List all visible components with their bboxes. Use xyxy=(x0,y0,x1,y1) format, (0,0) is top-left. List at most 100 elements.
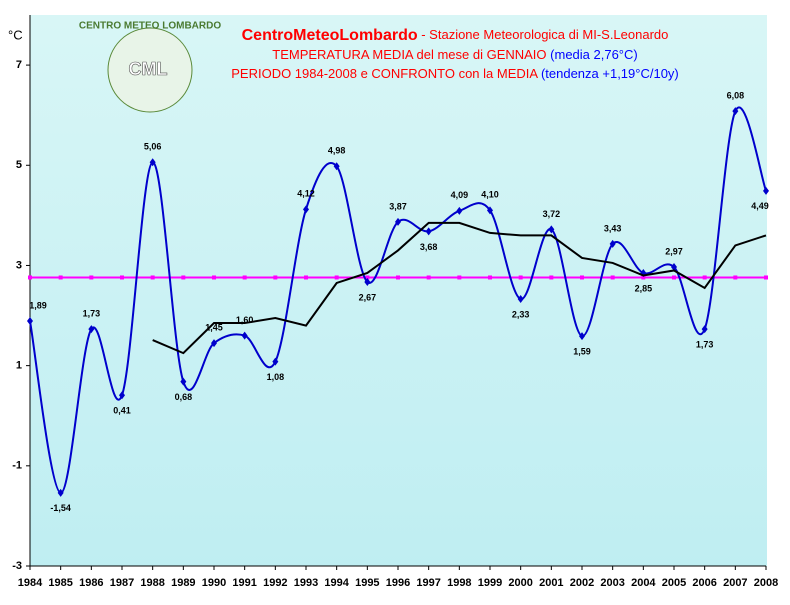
data-label: 3,72 xyxy=(543,209,561,219)
x-tick-label: 1992 xyxy=(263,577,287,589)
data-label: 0,68 xyxy=(175,392,193,402)
data-label: 3,43 xyxy=(604,223,622,233)
chart-title: CentroMeteoLombardo - Stazione Meteorolo… xyxy=(242,27,669,44)
x-tick-label: 2007 xyxy=(723,577,747,589)
data-label: 2,97 xyxy=(665,246,683,256)
data-label: 1,89 xyxy=(29,300,47,310)
x-tick-label: 2006 xyxy=(692,577,716,589)
point-marker xyxy=(487,206,493,215)
point-marker xyxy=(364,277,371,286)
mean-marker xyxy=(304,275,308,280)
mean-marker xyxy=(580,275,584,280)
y-tick-label: -1 xyxy=(12,460,22,472)
mean-marker xyxy=(334,275,339,280)
logo-circle xyxy=(107,27,193,113)
data-label: 1,60 xyxy=(236,315,254,325)
x-tick-label: 1990 xyxy=(202,577,226,589)
y-tick-label: 5 xyxy=(16,159,22,171)
x-tick-label: 1994 xyxy=(324,577,349,589)
data-label: 4,10 xyxy=(481,190,499,200)
title-station: - Stazione Meteorologica di MI-S.Leonard… xyxy=(418,27,669,42)
mean-marker xyxy=(28,275,32,280)
data-label: 1,59 xyxy=(573,346,591,356)
data-label: 1,45 xyxy=(205,322,223,332)
data-label: 6,08 xyxy=(727,91,745,101)
mean-marker xyxy=(518,275,523,280)
x-tick-label: 1987 xyxy=(110,577,134,589)
data-label: 1,73 xyxy=(83,308,101,318)
x-tick-label: 2003 xyxy=(600,577,624,589)
x-tick-label: 2000 xyxy=(508,577,532,589)
mean-marker xyxy=(396,275,400,280)
mean-marker xyxy=(242,275,247,280)
point-marker xyxy=(395,217,401,226)
data-label: 4,98 xyxy=(328,146,346,156)
x-tick-label: 2005 xyxy=(662,577,686,589)
subtitle-b: (media 2,76°C) xyxy=(550,47,638,62)
data-label: 0,41 xyxy=(113,406,131,416)
data-label: 2,85 xyxy=(635,283,653,293)
subtitle: TEMPERATURA MEDIA del mese di GENNAIO (m… xyxy=(272,47,637,62)
point-marker xyxy=(272,357,279,366)
mean-marker xyxy=(181,275,186,280)
x-tick-label: 2008 xyxy=(754,577,778,589)
x-tick-label: 1986 xyxy=(79,577,103,589)
data-label: 1,73 xyxy=(696,339,714,349)
mean-marker xyxy=(764,275,768,280)
data-label: 2,33 xyxy=(512,309,530,319)
point-marker xyxy=(303,205,309,214)
point-marker xyxy=(88,325,95,334)
x-tick-label: 1984 xyxy=(18,577,43,589)
point-marker xyxy=(548,225,555,234)
point-marker xyxy=(211,339,217,348)
x-tick-label: 1989 xyxy=(171,577,195,589)
data-label: 5,06 xyxy=(144,142,162,152)
mean-marker xyxy=(549,275,554,280)
x-tick-label: 1993 xyxy=(294,577,318,589)
mean-marker xyxy=(672,275,676,280)
x-tick-label: 2002 xyxy=(570,577,594,589)
point-marker xyxy=(456,206,463,215)
mean-marker xyxy=(89,275,94,280)
point-marker xyxy=(425,227,432,236)
point-marker xyxy=(763,186,769,195)
x-tick-label: 2004 xyxy=(631,577,656,589)
mean-marker xyxy=(457,275,462,280)
x-tick-label: 1996 xyxy=(386,577,410,589)
logo-initials: CML xyxy=(129,59,168,79)
subtitle-a: PERIODO 1984-2008 e CONFRONTO con la MED… xyxy=(231,66,541,81)
x-tick-label: 2001 xyxy=(539,577,563,589)
data-label: -1,54 xyxy=(50,503,71,513)
point-marker xyxy=(333,162,340,171)
x-tick-label: 1991 xyxy=(232,577,256,589)
point-marker xyxy=(517,295,524,304)
mean-marker xyxy=(273,275,278,280)
data-label: 4,49 xyxy=(751,201,769,211)
x-tick-label: 1985 xyxy=(48,577,72,589)
mean-marker xyxy=(610,275,615,280)
x-tick-label: 1998 xyxy=(447,577,471,589)
y-tick-label: 7 xyxy=(16,59,22,71)
y-tick-label: -3 xyxy=(12,560,22,572)
mean-marker xyxy=(212,275,216,280)
subtitle: PERIODO 1984-2008 e CONFRONTO con la MED… xyxy=(231,66,679,81)
x-tick-label: 1995 xyxy=(355,577,379,589)
mean-marker xyxy=(120,275,124,280)
y-tick-label: 3 xyxy=(16,259,22,271)
point-marker xyxy=(241,331,248,340)
mean-marker xyxy=(426,275,431,280)
mean-marker xyxy=(733,275,738,280)
data-label: 1,08 xyxy=(267,372,285,382)
series-line xyxy=(152,221,767,355)
x-tick-label: 1988 xyxy=(140,577,164,589)
point-marker xyxy=(180,377,187,386)
data-label: 2,67 xyxy=(359,292,377,302)
point-marker xyxy=(732,107,739,116)
point-marker xyxy=(119,391,125,400)
data-label: 3,87 xyxy=(389,201,407,211)
data-label: 4,09 xyxy=(451,190,469,200)
point-marker xyxy=(609,239,616,248)
y-tick-label: 1 xyxy=(16,360,22,372)
logo-ring: CENTRO METEO LOMBARDO xyxy=(79,21,221,32)
